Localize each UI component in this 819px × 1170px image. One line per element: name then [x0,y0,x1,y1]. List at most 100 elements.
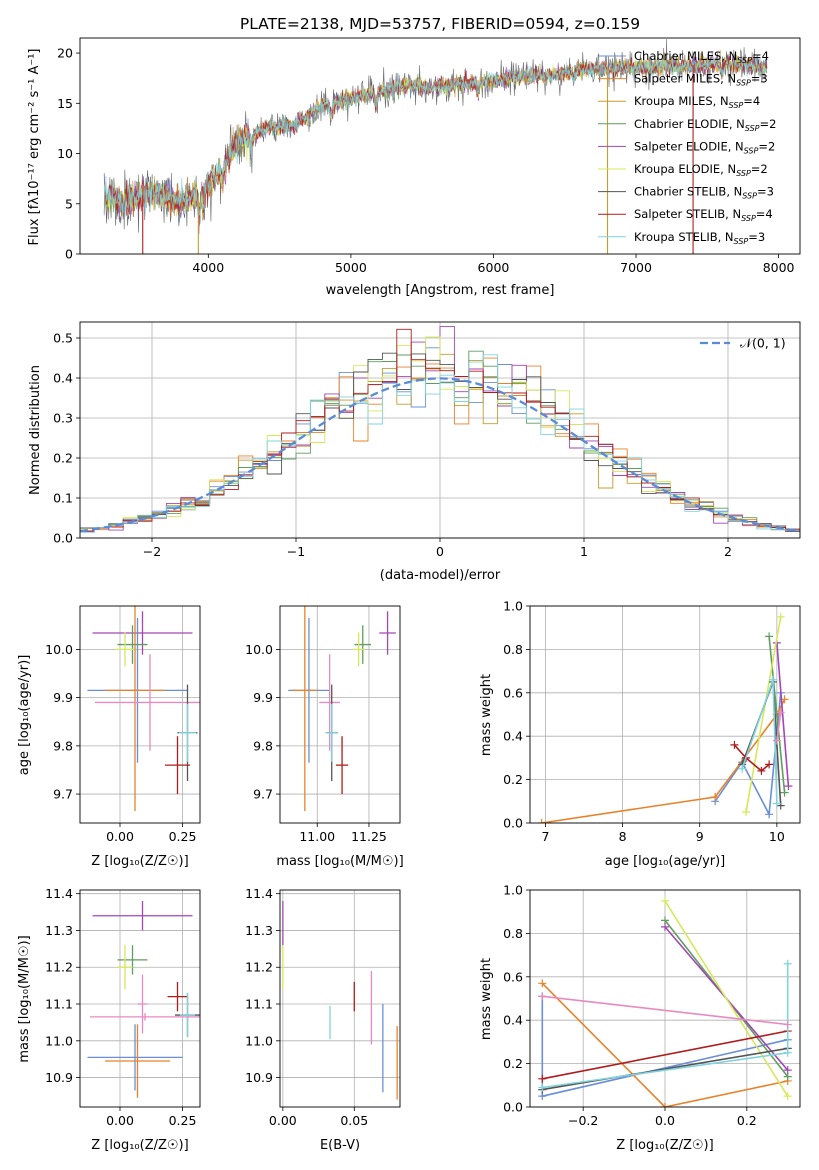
legend-main: Chabrier MILES, N [634,49,737,63]
weight-point-marker [661,896,669,905]
tick-label-y: 15 [57,96,73,111]
legend-sub: SSP [741,214,756,223]
residuals-xlabel: (data-model)/error [380,568,501,583]
residuals-ylabel: Normed distribution [28,365,43,495]
weight-series-line [664,900,789,1097]
tick-label-y: 9.7 [253,787,273,802]
legend-sub: SSP [745,124,760,133]
error-bars [87,606,200,811]
wZ-xlabel: Z [log₁₀(Z/Z☉)] [616,1138,713,1153]
ticks: 0.00 0.25 10.9 11.0 11.1 11.2 11.3 11.4 [45,886,196,1128]
weight-point-marker [765,760,774,769]
tick-label-x: 0.00 [106,829,134,844]
mass-vs-metallicity-panel: 0.00 0.25 10.9 11.0 11.1 11.2 11.3 11.4 [45,886,201,1128]
tick-label-y: 0.0 [503,1100,523,1115]
tick-label-y: 0.2 [53,451,73,466]
axes-frame [279,889,401,1108]
tick-label-x: 2 [724,544,732,559]
tick-label-x: 8 [619,829,627,844]
axes-frame [79,37,801,255]
legend-entry: 𝒩(0, 1) [740,336,786,351]
weight-point-marker [738,764,747,773]
tick-label-x: 1 [580,544,588,559]
legend-main: Salpeter STELIB, N [634,207,741,221]
ageZ-ylabel: age [log₁₀(age/yr)] [17,655,32,776]
weight-point-marker [784,782,793,791]
tick-label-x: 10 [769,829,785,844]
weight-point-marker [783,1048,792,1057]
ageZ-xlabel: Z [log₁₀(Z/Z☉)] [91,854,188,869]
tick-label-x: 0.00 [106,1113,134,1128]
tick-label-y: 0.6 [503,969,523,984]
tick-label-y: 20 [57,46,73,61]
legend-sub: SSP [734,237,749,246]
tick-label-x: 0.05 [340,1113,368,1128]
ticks: −2 −1 0 1 2 0.0 0.1 0.2 0.3 0.4 0.5 [53,331,732,560]
weight-series-line [745,616,782,813]
legend-sub: SSP [729,101,744,110]
legend-sub: SSP [744,146,759,155]
tick-label-y: 11.4 [45,886,73,901]
tick-label-x: 7 [541,829,549,844]
tick-label-y: 9.7 [53,787,73,802]
legend-main: Kroupa STELIB, N [634,230,734,244]
tick-label-x: 11.00 [299,829,335,844]
tick-label-x: 0.2 [737,1113,757,1128]
normal-curve [80,377,800,533]
weight-point-marker [661,1103,669,1107]
spectrum-xlabel: wavelength [Angstrom, rest frame] [326,283,555,298]
tick-label-y: 0.8 [503,642,523,657]
tick-label-x: 8000 [763,260,795,275]
tick-label-y: 10.9 [45,1070,73,1085]
tick-label-y: 10.0 [45,642,73,657]
wAge-xlabel: age [log₁₀(age/yr)] [605,854,726,869]
ticks: 0.00 0.25 9.7 9.8 9.9 10.0 [45,642,196,844]
weight-point-marker [780,788,789,797]
tick-label-x: 11.25 [351,829,387,844]
tick-label-y: 0.4 [53,371,73,386]
tick-label-x: −2 [143,544,161,559]
axes-frame [79,605,201,824]
residuals-legend: 𝒩(0, 1) [700,336,786,351]
tick-label-y: 1.0 [503,599,523,614]
tick-label-x: −1 [287,544,305,559]
tick-label-y: 1.0 [503,883,523,898]
error-bars [87,901,200,1098]
tick-label-y: 0.0 [503,816,523,831]
tick-label-y: 11.3 [45,923,73,938]
weight-lines [537,612,793,823]
tick-label-y: 0.5 [53,331,73,346]
legend-tail: =4 [756,207,773,221]
weight-lines [538,896,792,1107]
tick-label-x: 7000 [620,260,652,275]
weight-point-marker [711,792,720,801]
grid [280,890,400,1107]
tick-label-y: 11.1 [45,997,73,1012]
ticks: 7 8 9 10 0.0 0.2 0.4 0.6 0.8 1.0 [503,599,785,845]
weight-point-marker [757,766,766,775]
legend-main: Chabrier ELODIE, N [634,117,745,131]
tick-label-y: 10.0 [245,642,273,657]
tick-label-y: 11.2 [245,960,273,975]
weight-point-marker [538,992,547,1001]
legend-tail: =3 [751,72,768,86]
tick-label-y: 11.1 [245,997,273,1012]
weight-vs-metallicity-panel: −0.2 0.0 0.2 0.0 0.2 0.4 0.6 0.8 1.0 [503,883,801,1128]
weight-point-marker [776,801,785,810]
axes-frame [79,321,801,539]
legend-main: Kroupa ELODIE, N [634,162,736,176]
weight-point-marker [742,808,750,817]
legend-entry: Kroupa MILES, NSSP=4 [634,94,760,110]
weight-point-marker [772,736,781,745]
tick-label-y: 0.0 [53,531,73,546]
weight-point-marker [772,799,781,808]
weight-point-marker [661,922,669,931]
tick-label-y: 9.8 [253,738,273,753]
histograms [80,326,800,538]
legend-main: Kroupa MILES, N [634,94,729,108]
legend-entry: Salpeter MILES, NSSP=3 [634,72,768,88]
weight-point-marker [765,632,774,641]
tick-label-y: 0.2 [503,772,523,787]
tick-label-y: 5 [65,196,73,211]
